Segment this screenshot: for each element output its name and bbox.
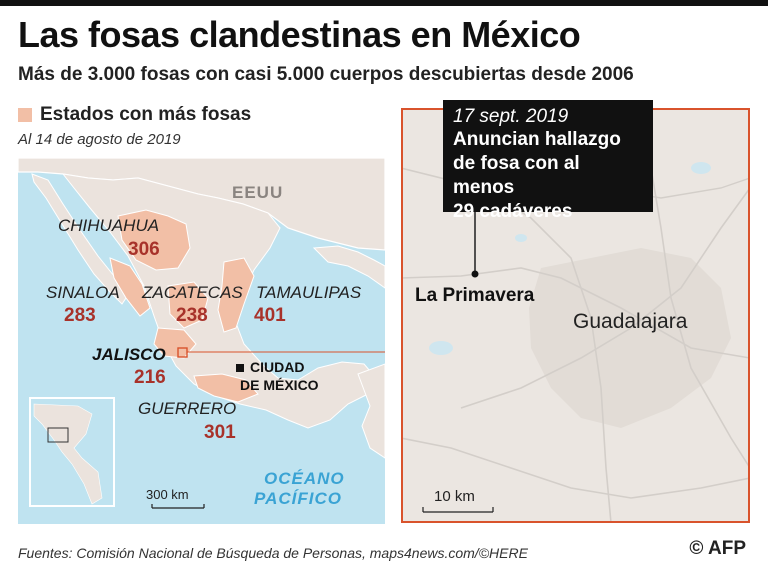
state-name-sinaloa: SINALOA	[46, 283, 120, 302]
state-count-zacatecas: 238	[176, 305, 208, 326]
state-tamaulipas	[217, 257, 255, 333]
source-note: Fuentes: Comisión Nacional de Búsqueda d…	[18, 545, 528, 561]
top-rule	[0, 0, 768, 6]
usa-label: EEUU	[232, 183, 283, 202]
road	[401, 267, 750, 359]
baja-california-land	[31, 173, 127, 305]
locator-frame-marker	[47, 427, 69, 443]
state-chihuahua	[117, 209, 191, 271]
afp-credit: © AFP	[689, 538, 746, 559]
page-subtitle: Más de 3.000 fosas con casi 5.000 cuerpo…	[18, 64, 634, 85]
state-count-guerrero: 301	[204, 422, 236, 443]
guadalajara-urban-area	[529, 248, 731, 428]
callout-line: 29 cadáveres	[453, 201, 573, 222]
road	[401, 437, 750, 499]
state-jalisco	[153, 327, 197, 359]
state-name-tamaulipas: TAMAULIPAS	[256, 283, 362, 302]
legend: Estados con más fosas	[18, 104, 251, 126]
central-america-land	[357, 363, 385, 459]
detail-scale-label: 10 km	[434, 488, 475, 505]
legend-label: Estados con más fosas	[40, 104, 252, 125]
capital-label-line2: DE MÉXICO	[240, 377, 319, 393]
callout-line: de fosa con al menos	[453, 153, 580, 198]
event-callout: 17 sept. 2019 Anuncian hallazgo de fosa …	[443, 100, 653, 222]
callout-line: Anuncian hallazgo	[453, 129, 621, 150]
mexico-overview-map: 300 km EEUU OCÉANO PACÍFICO CIUDAD DE MÉ…	[18, 158, 385, 524]
state-name-zacatecas: ZACATECAS	[141, 283, 243, 302]
state-count-sinaloa: 283	[64, 305, 96, 326]
ocean-label-line1: OCÉANO	[264, 469, 345, 488]
state-count-tamaulipas: 401	[254, 305, 286, 326]
state-count-chihuahua: 306	[128, 239, 160, 260]
page-title: Las fosas clandestinas en México	[18, 14, 581, 55]
ocean-label-line2: PACÍFICO	[254, 489, 342, 508]
state-count-jalisco: 216	[134, 367, 166, 388]
state-sinaloa	[109, 257, 151, 317]
state-name-jalisco: JALISCO	[92, 345, 166, 364]
overview-scale-label: 300 km	[146, 487, 189, 502]
state-zacatecas	[167, 281, 209, 329]
road	[460, 187, 750, 409]
state-guerrero	[193, 373, 259, 403]
lake	[691, 162, 711, 174]
callout-date: 17 sept. 2019	[453, 106, 569, 127]
la-primavera-point	[471, 270, 479, 278]
state-name-guerrero: GUERRERO	[138, 399, 236, 418]
lake	[429, 341, 453, 355]
cuba-land	[312, 245, 385, 289]
lake	[515, 234, 527, 242]
capital-label-line1: CIUDAD	[250, 359, 304, 375]
state-name-chihuahua: CHIHUAHUA	[58, 216, 159, 235]
date-note: Al 14 de agosto de 2019	[18, 131, 181, 148]
la-primavera-label: La Primavera	[415, 285, 535, 306]
legend-swatch	[18, 108, 32, 122]
capital-marker	[236, 364, 244, 372]
guadalajara-label: Guadalajara	[573, 310, 688, 333]
